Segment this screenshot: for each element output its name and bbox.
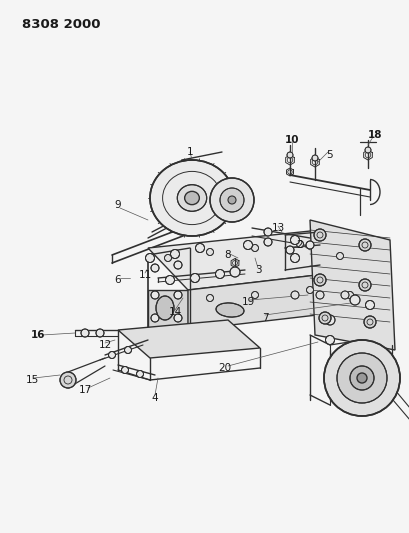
Ellipse shape (216, 303, 243, 317)
Polygon shape (309, 220, 394, 350)
Circle shape (206, 248, 213, 255)
Polygon shape (148, 230, 359, 290)
Circle shape (364, 147, 370, 153)
Circle shape (313, 274, 325, 286)
Circle shape (358, 239, 370, 251)
Circle shape (209, 178, 254, 222)
Circle shape (145, 254, 154, 262)
Circle shape (356, 373, 366, 383)
Text: 7: 7 (261, 313, 267, 323)
Text: 6: 6 (115, 275, 121, 285)
Text: 17: 17 (78, 385, 91, 395)
Text: 10: 10 (284, 135, 299, 145)
Circle shape (170, 249, 179, 259)
Circle shape (315, 291, 323, 299)
Text: 9: 9 (115, 200, 121, 210)
Circle shape (173, 261, 182, 269)
Polygon shape (188, 270, 359, 330)
Circle shape (286, 152, 292, 158)
Text: 11: 11 (138, 270, 151, 280)
Circle shape (206, 295, 213, 302)
Text: 18: 18 (367, 130, 381, 140)
Circle shape (220, 188, 243, 212)
Circle shape (121, 367, 128, 374)
Circle shape (290, 236, 299, 245)
Circle shape (108, 351, 115, 359)
Text: 19: 19 (241, 297, 254, 307)
Text: 3: 3 (254, 265, 261, 275)
Circle shape (349, 295, 359, 305)
Circle shape (340, 291, 348, 299)
Ellipse shape (177, 185, 206, 211)
Circle shape (263, 238, 271, 246)
Ellipse shape (184, 191, 199, 205)
Circle shape (285, 246, 293, 254)
Text: 13: 13 (271, 223, 284, 233)
Circle shape (215, 270, 224, 279)
Circle shape (165, 276, 174, 285)
Circle shape (173, 314, 182, 322)
Text: 15: 15 (25, 375, 38, 385)
Circle shape (96, 329, 104, 337)
Circle shape (290, 254, 299, 262)
Text: 5: 5 (326, 150, 333, 160)
Circle shape (306, 287, 313, 294)
Circle shape (336, 353, 386, 403)
Text: 14: 14 (168, 307, 181, 317)
Text: 8308 2000: 8308 2000 (22, 18, 100, 31)
Circle shape (296, 240, 303, 247)
Circle shape (363, 316, 375, 328)
Ellipse shape (155, 296, 173, 320)
Circle shape (243, 240, 252, 249)
Circle shape (318, 312, 330, 324)
Circle shape (323, 340, 399, 416)
Circle shape (349, 366, 373, 390)
Circle shape (364, 301, 373, 310)
Circle shape (161, 296, 168, 303)
Circle shape (251, 292, 258, 298)
Circle shape (173, 291, 182, 299)
Circle shape (324, 315, 334, 325)
Circle shape (151, 314, 159, 322)
Circle shape (346, 292, 353, 298)
Circle shape (151, 264, 159, 272)
Circle shape (290, 291, 298, 299)
Text: 4: 4 (151, 393, 158, 403)
Text: 1: 1 (186, 147, 193, 157)
Circle shape (229, 267, 239, 277)
Circle shape (251, 245, 258, 252)
Circle shape (164, 254, 171, 262)
Circle shape (358, 279, 370, 291)
Polygon shape (148, 290, 188, 330)
Circle shape (60, 372, 76, 388)
Text: 16: 16 (31, 330, 45, 340)
Circle shape (136, 370, 143, 377)
Polygon shape (118, 320, 259, 358)
Text: 2: 2 (296, 240, 303, 250)
Circle shape (305, 241, 313, 249)
Text: 12: 12 (98, 340, 111, 350)
Circle shape (190, 273, 199, 282)
Circle shape (325, 335, 334, 344)
Circle shape (81, 329, 89, 337)
Circle shape (336, 253, 343, 260)
Circle shape (263, 228, 271, 236)
Circle shape (151, 291, 159, 299)
Circle shape (124, 346, 131, 353)
Text: 8: 8 (224, 250, 231, 260)
Circle shape (311, 155, 317, 161)
Circle shape (195, 244, 204, 253)
Circle shape (227, 196, 236, 204)
Circle shape (313, 229, 325, 241)
Text: 20: 20 (218, 363, 231, 373)
Ellipse shape (150, 160, 234, 236)
